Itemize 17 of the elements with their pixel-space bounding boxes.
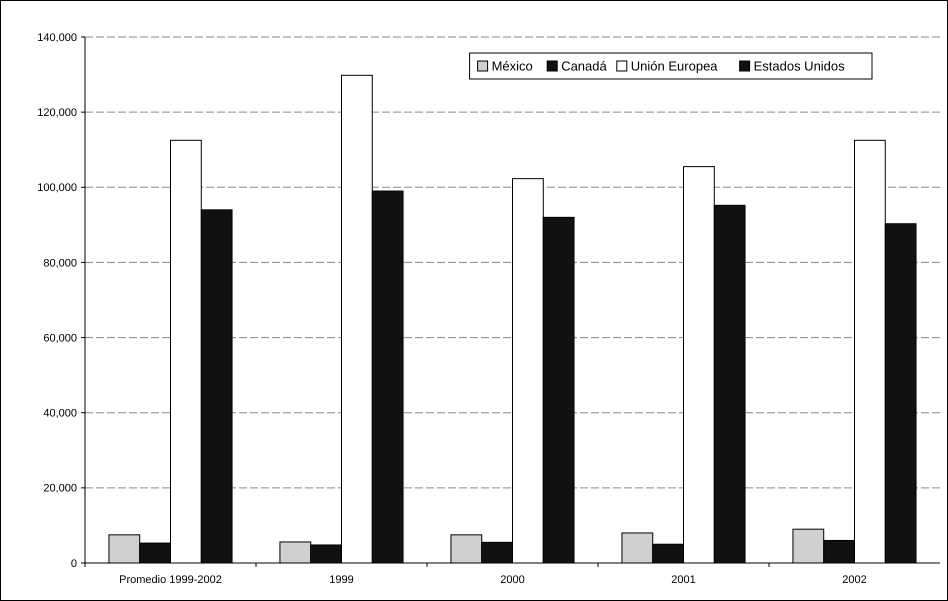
y-tick-label: 80,000 xyxy=(43,257,77,270)
x-tick-label: 2001 xyxy=(671,574,696,586)
legend-label: México xyxy=(492,58,533,74)
y-tick-label: 60,000 xyxy=(43,332,77,344)
x-tick-label: 2002 xyxy=(842,574,867,586)
x-tick-label: 2000 xyxy=(500,574,525,586)
y-tick-label: 20,000 xyxy=(43,482,77,495)
x-tick-label: Promedio 1999-2002 xyxy=(119,574,222,586)
legend-label: Estados Unidos xyxy=(754,58,846,74)
y-tick-label: 120,000 xyxy=(37,106,77,119)
y-tick-label: 140,000 xyxy=(37,32,77,44)
legend-label: Unión Europea xyxy=(630,58,718,74)
x-tick-label: 1999 xyxy=(329,574,354,586)
y-tick-label: 0 xyxy=(70,558,77,570)
y-tick-label: 100,000 xyxy=(37,182,77,194)
legend-label: Canadá xyxy=(561,58,608,74)
y-tick-label: 40,000 xyxy=(43,408,77,420)
